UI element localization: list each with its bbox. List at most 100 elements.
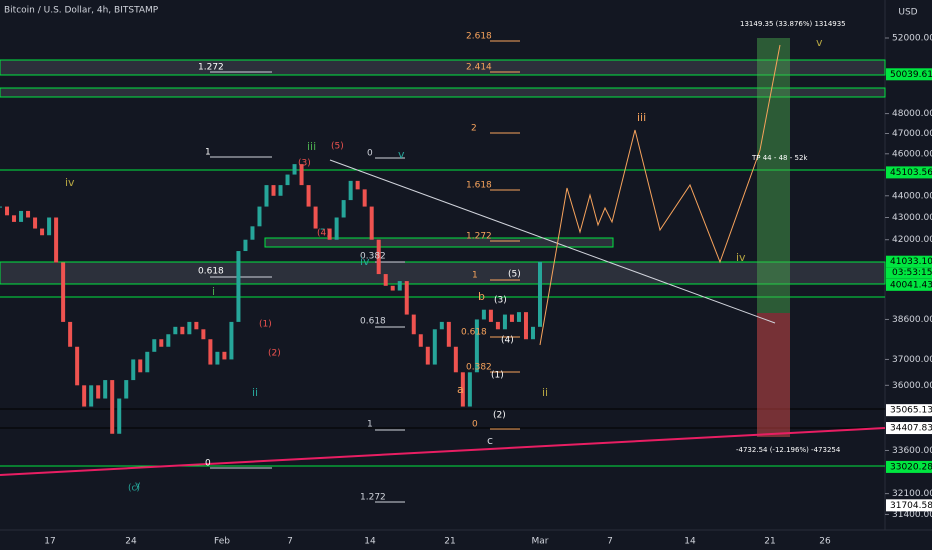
candle <box>257 206 262 227</box>
candle <box>201 329 206 340</box>
candle <box>222 351 227 360</box>
annotation: -4732.54 (-12.196%) -473254 <box>736 446 841 454</box>
price-tag-label: 50039.61 <box>890 70 932 80</box>
annotation: 1 <box>205 148 211 158</box>
candle <box>264 185 269 207</box>
candle <box>47 217 52 236</box>
zone <box>0 87 886 98</box>
y-tick-label: 47000.00 <box>892 129 932 139</box>
candle <box>103 380 108 399</box>
candle <box>509 314 514 322</box>
countdown-bg <box>886 267 932 279</box>
candle <box>208 339 213 365</box>
candle <box>54 217 59 263</box>
annotation: 0.618 <box>461 328 487 338</box>
currency-label: USD <box>898 8 917 18</box>
y-tick-label: 36000.00 <box>892 381 932 391</box>
candle <box>502 314 507 330</box>
candle <box>334 217 339 240</box>
candle <box>194 321 199 330</box>
annotation: 0 <box>472 420 478 430</box>
price-tag <box>886 460 932 473</box>
candle <box>327 228 332 240</box>
price-tag <box>886 422 932 435</box>
price-tag-label: 33020.28 <box>890 462 932 472</box>
candle <box>383 274 388 286</box>
x-tick-label: 26 <box>819 537 831 547</box>
candle <box>488 309 493 322</box>
x-tick-label: 21 <box>444 537 455 547</box>
annotation: 2.618 <box>466 32 492 42</box>
annotation: (5) <box>331 142 344 152</box>
annotation: 1.272 <box>198 63 224 73</box>
candle <box>26 210 31 218</box>
candle <box>61 262 66 322</box>
countdown: 03:53:15 <box>892 268 932 278</box>
annotation: 2 <box>471 124 477 134</box>
candle <box>124 380 129 399</box>
candle <box>320 228 325 230</box>
annotation: (4) <box>317 229 330 239</box>
candle <box>474 319 479 373</box>
candle <box>299 164 304 186</box>
zone <box>0 59 886 76</box>
candle <box>68 321 73 347</box>
candle <box>453 346 458 373</box>
price-tag <box>886 499 932 512</box>
candle <box>243 239 248 252</box>
annotation: 1.272 <box>360 493 386 503</box>
candle <box>495 321 500 330</box>
candle <box>306 185 311 207</box>
candle <box>411 314 416 335</box>
y-tick-label: 43000.00 <box>892 213 932 223</box>
projection <box>539 44 781 346</box>
candle <box>110 380 115 434</box>
candle <box>481 309 486 320</box>
candle <box>152 339 157 352</box>
annotation: b <box>478 290 485 303</box>
annotation: (1) <box>491 371 504 381</box>
annotation: iv <box>736 251 746 264</box>
annotation: 0.382 <box>466 363 492 373</box>
annotation: v <box>398 148 405 161</box>
candle <box>229 321 234 360</box>
candle <box>19 210 24 222</box>
price-tag <box>886 255 932 268</box>
candle <box>523 312 528 340</box>
candle <box>285 174 290 186</box>
candle <box>33 217 38 229</box>
candle <box>446 321 451 347</box>
candle <box>82 385 87 407</box>
candle <box>0 206 2 208</box>
price-tag <box>886 68 932 81</box>
price-tag-label: 40041.43 <box>890 280 932 290</box>
candle <box>404 281 409 315</box>
y-tick-label: 31400.00 <box>892 510 932 520</box>
x-tick-label: 14 <box>364 537 376 547</box>
candle <box>369 206 374 240</box>
annotation: (4) <box>501 336 514 346</box>
candle <box>418 334 423 347</box>
annotation: (3) <box>494 296 507 306</box>
candle <box>271 185 276 196</box>
annotation: 0.618 <box>198 267 224 277</box>
annotation: (1) <box>259 320 272 330</box>
annotation: 1 <box>367 420 373 430</box>
candle <box>138 359 143 373</box>
y-tick-label: 38600.00 <box>892 315 932 325</box>
annotation: y <box>135 481 141 491</box>
price-tag-label: 34407.83 <box>890 424 932 434</box>
y-tick-label: 44000.00 <box>892 191 932 201</box>
y-tick-label: 48000.00 <box>892 109 932 119</box>
annotation: 1.272 <box>466 232 492 242</box>
candle <box>117 398 122 434</box>
y-tick-label: 37000.00 <box>892 355 932 365</box>
annotation: 13149.35 (33.876%) 1314935 <box>740 20 846 28</box>
annotation: 2.414 <box>466 63 492 73</box>
candle <box>131 359 136 381</box>
zone <box>0 261 886 285</box>
y-tick-label: 32100.00 <box>892 489 932 499</box>
candle <box>159 339 164 347</box>
annotation: (c) <box>128 484 140 494</box>
